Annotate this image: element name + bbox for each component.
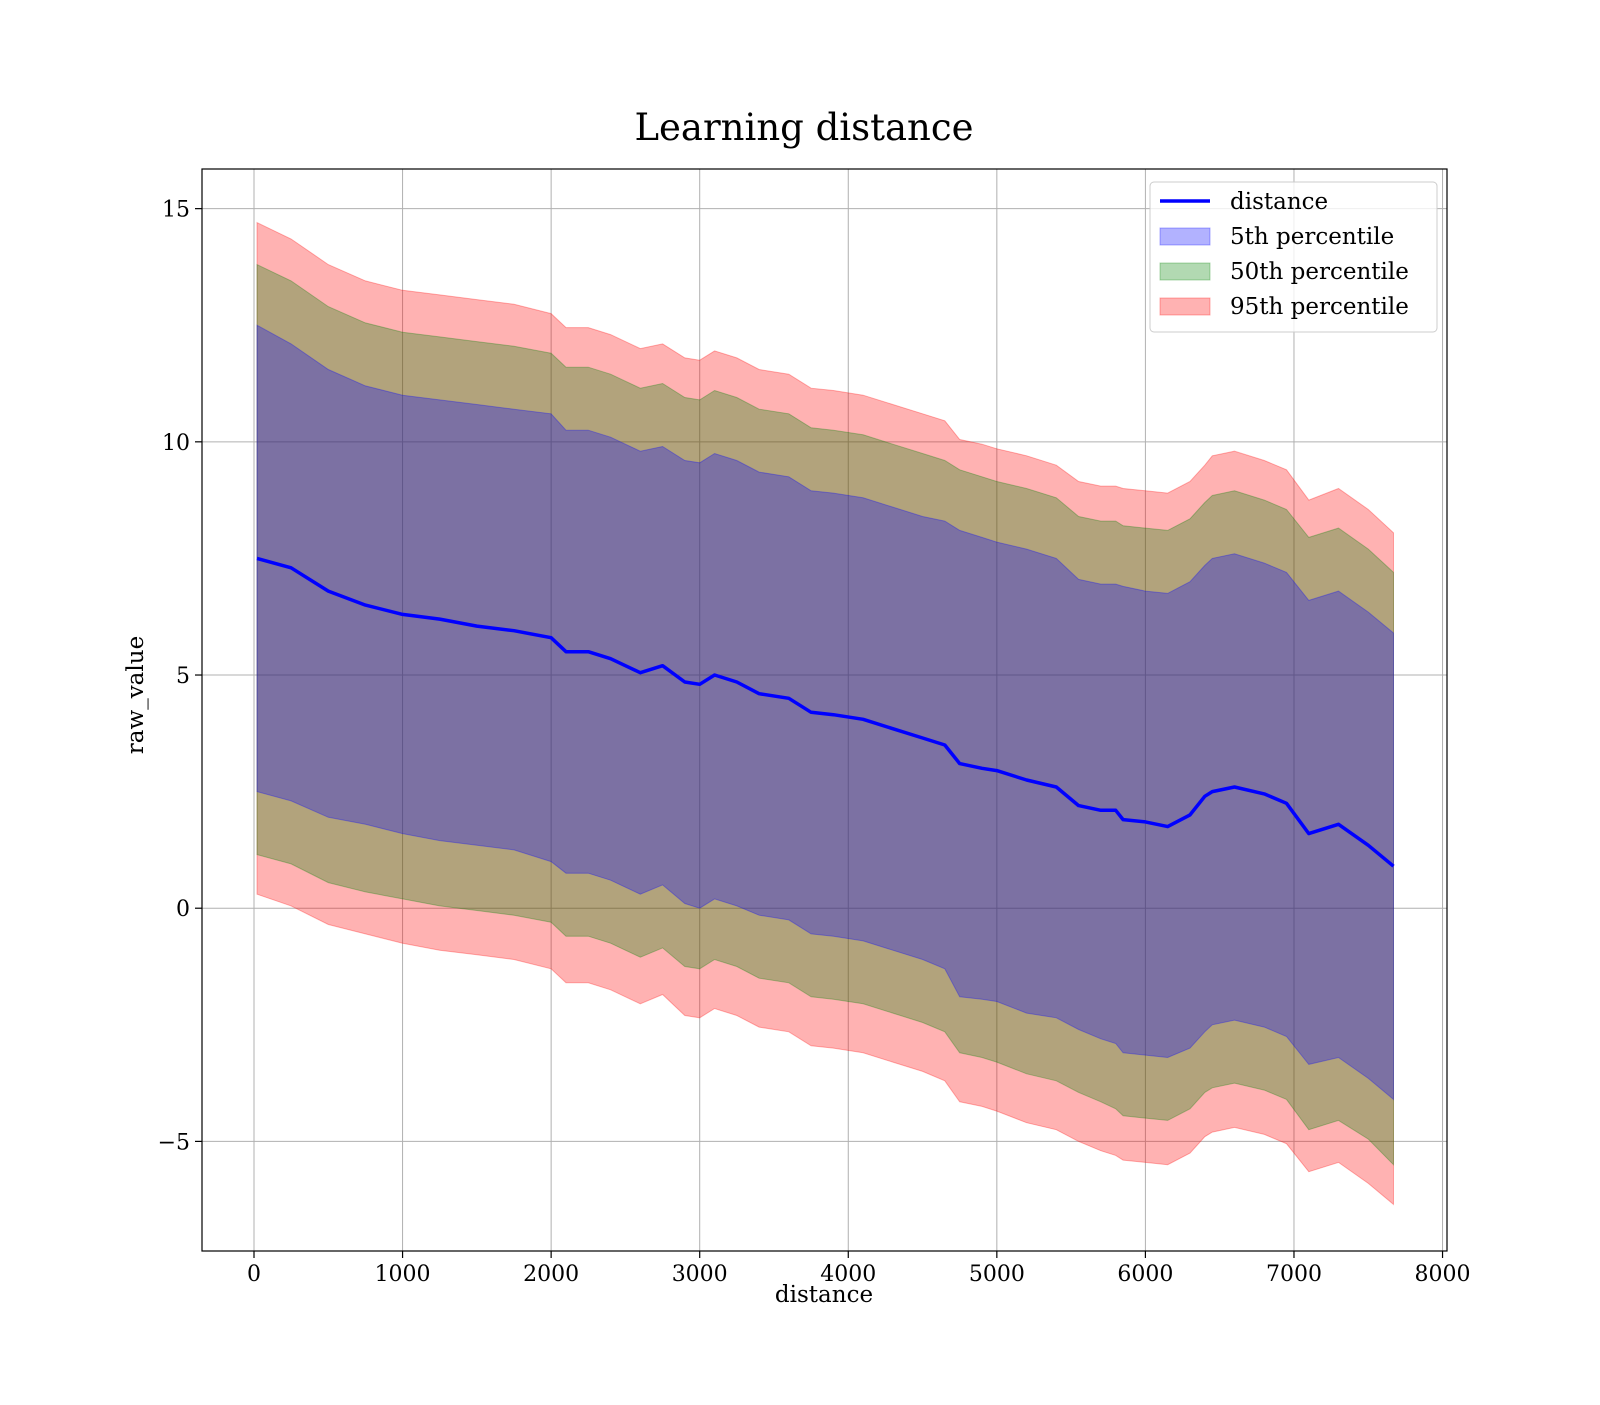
x-axis-label: distance — [775, 1282, 873, 1308]
y-tick-label: 15 — [162, 198, 190, 223]
legend-label-95th-percentile: 95th percentile — [1230, 294, 1409, 320]
x-tick-label: 2000 — [523, 1262, 579, 1287]
distance-series — [256, 556, 1395, 868]
legend: distance 5th percentile 50th percentile … — [1149, 181, 1438, 333]
y-axis-label: raw_value — [123, 636, 149, 754]
y-tick-label: 5 — [176, 664, 190, 689]
y-tick-label: −5 — [158, 1130, 190, 1155]
legend-swatch-95th-percentile — [1159, 297, 1211, 316]
legend-swatch-50th-percentile — [1159, 262, 1211, 281]
legend-label-5th-percentile: 5th percentile — [1230, 224, 1394, 250]
legend-swatch-5th-percentile — [1159, 227, 1211, 246]
x-tick-label: 4000 — [820, 1262, 876, 1287]
plot-frame — [201, 168, 1448, 1252]
distance-line — [256, 556, 1395, 868]
x-tick-label: 8000 — [1415, 1262, 1471, 1287]
axis-ticks: 0 1000 2000 3000 4000 5000 6000 7000 8000 −5 0 5 10 1… — [158, 198, 1471, 1287]
x-tick-label: 0 — [247, 1262, 261, 1287]
legend-label-50th-percentile: 50th percentile — [1230, 259, 1409, 285]
x-tick-label: 6000 — [1117, 1262, 1173, 1287]
x-tick-label: 7000 — [1266, 1262, 1322, 1287]
x-tick-label: 5000 — [969, 1262, 1025, 1287]
legend-label-distance: distance — [1230, 189, 1328, 215]
y-tick-label: 10 — [162, 431, 190, 456]
x-tick-label: 3000 — [672, 1262, 728, 1287]
y-tick-label: 0 — [176, 897, 190, 922]
x-tick-label: 1000 — [375, 1262, 431, 1287]
legend-box — [1149, 181, 1438, 333]
chart-title: Learning distance — [634, 106, 973, 149]
